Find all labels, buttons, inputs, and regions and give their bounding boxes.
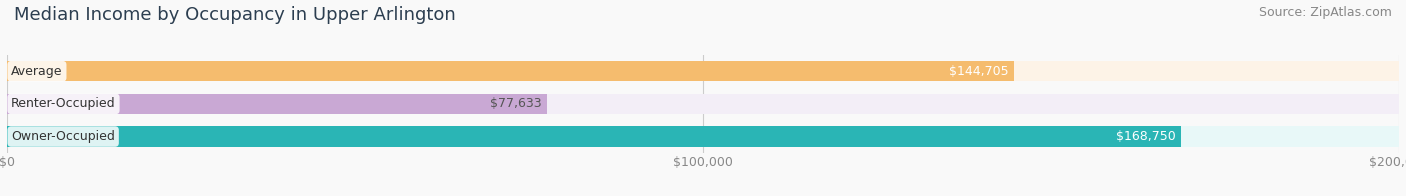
Text: Median Income by Occupancy in Upper Arlington: Median Income by Occupancy in Upper Arli…: [14, 6, 456, 24]
Bar: [7, 61, 1399, 81]
Bar: [7, 94, 547, 114]
Text: Renter-Occupied: Renter-Occupied: [11, 97, 115, 110]
Bar: [7, 126, 1399, 147]
Bar: [7, 126, 1181, 147]
Bar: [7, 61, 1014, 81]
Text: $77,633: $77,633: [491, 97, 541, 110]
Text: $168,750: $168,750: [1116, 130, 1175, 143]
Text: Average: Average: [11, 65, 63, 78]
Bar: [7, 94, 1399, 114]
Text: $144,705: $144,705: [949, 65, 1008, 78]
Text: Owner-Occupied: Owner-Occupied: [11, 130, 115, 143]
Text: Source: ZipAtlas.com: Source: ZipAtlas.com: [1258, 6, 1392, 19]
